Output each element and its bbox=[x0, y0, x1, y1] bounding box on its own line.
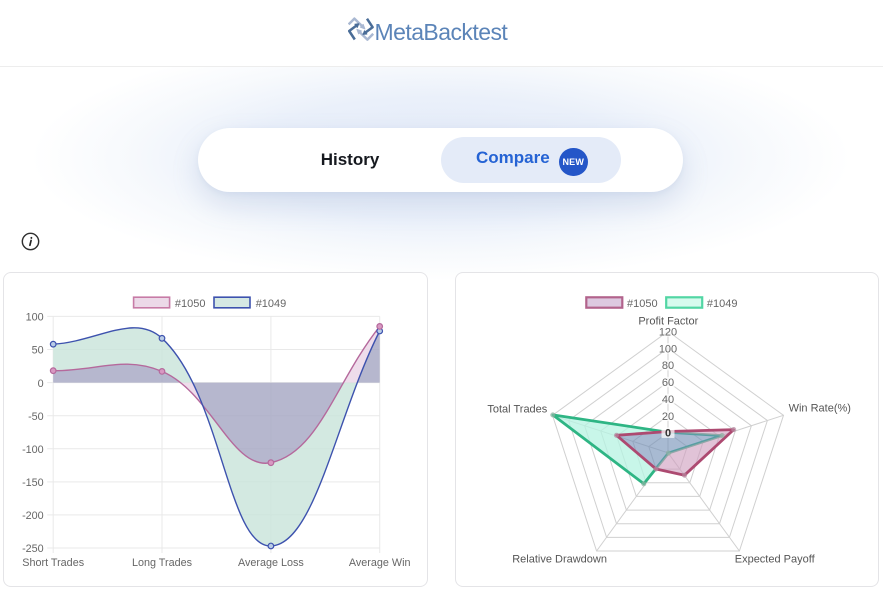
svg-text:Average Loss: Average Loss bbox=[238, 557, 304, 569]
svg-text:50: 50 bbox=[32, 345, 44, 357]
svg-text:#1049: #1049 bbox=[256, 298, 287, 310]
svg-text:Relative Drawdown: Relative Drawdown bbox=[512, 554, 607, 566]
svg-text:-100: -100 bbox=[22, 444, 44, 456]
svg-text:120: 120 bbox=[659, 326, 677, 338]
svg-text:Win Rate(%): Win Rate(%) bbox=[789, 403, 851, 415]
svg-text:Expected Payoff: Expected Payoff bbox=[735, 554, 816, 566]
svg-text:Short Trades: Short Trades bbox=[22, 557, 84, 569]
svg-text:-200: -200 bbox=[22, 510, 44, 522]
svg-text:80: 80 bbox=[662, 360, 674, 372]
svg-text:#1049: #1049 bbox=[707, 298, 738, 310]
svg-text:100: 100 bbox=[26, 312, 44, 324]
svg-text:Long Trades: Long Trades bbox=[132, 557, 193, 569]
svg-text:#1050: #1050 bbox=[175, 298, 206, 310]
svg-text:0: 0 bbox=[665, 428, 671, 440]
svg-text:Average Win: Average Win bbox=[349, 557, 411, 569]
svg-text:Total Trades: Total Trades bbox=[487, 403, 547, 415]
svg-text:0: 0 bbox=[38, 378, 44, 390]
svg-text:-250: -250 bbox=[22, 543, 44, 555]
svg-text:20: 20 bbox=[662, 411, 674, 423]
svg-text:40: 40 bbox=[662, 394, 674, 406]
svg-text:60: 60 bbox=[662, 377, 674, 389]
svg-text:#1050: #1050 bbox=[627, 298, 658, 310]
svg-text:-50: -50 bbox=[28, 411, 44, 423]
svg-text:100: 100 bbox=[659, 343, 677, 355]
svg-text:Profit Factor: Profit Factor bbox=[638, 315, 698, 327]
svg-text:-150: -150 bbox=[22, 477, 44, 489]
